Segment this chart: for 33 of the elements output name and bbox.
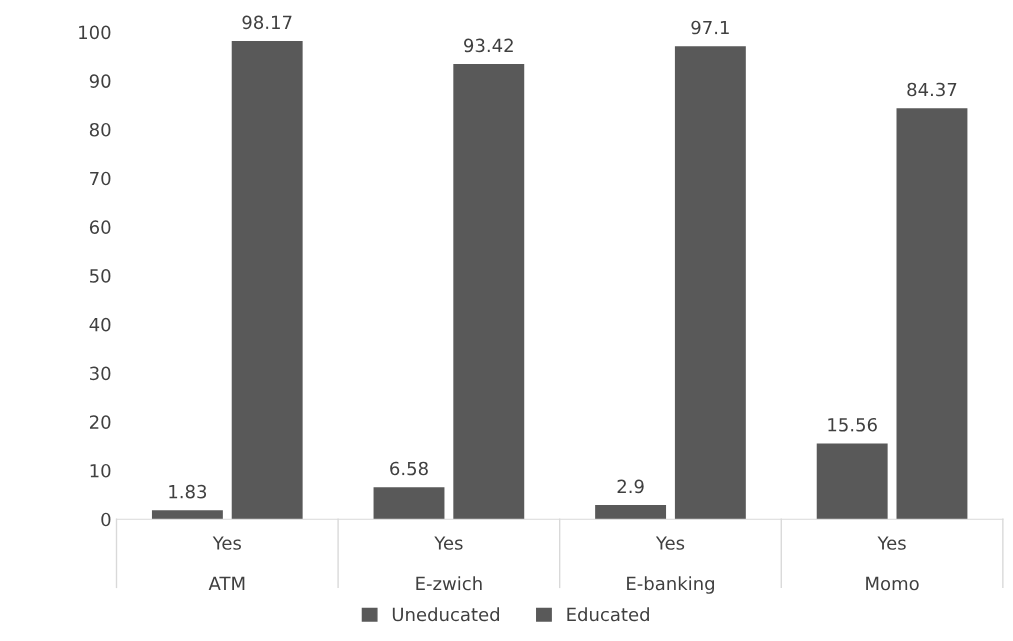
y-tick-label: 60	[89, 220, 111, 235]
y-tick-label: 70	[90, 171, 111, 186]
bar	[674, 46, 746, 520]
y-tick-label: 50	[90, 269, 111, 283]
data-label: 93.42	[464, 38, 513, 53]
bar	[231, 40, 303, 520]
data-label: 2.9	[617, 479, 644, 494]
data-label: 84.37	[907, 82, 957, 97]
y-tick-label: 30	[90, 366, 111, 381]
data-label: 98.17	[242, 15, 292, 30]
y-tick-label: 0	[101, 512, 111, 527]
y-tick-label: 100	[79, 25, 111, 40]
bar	[896, 108, 968, 520]
bar	[373, 487, 445, 520]
y-tick-label: 90	[89, 74, 111, 88]
category-label: Yes Momo	[866, 536, 919, 591]
y-tick-label: 20	[89, 415, 111, 429]
y-tick-label: 10	[90, 463, 111, 478]
bar	[453, 64, 525, 520]
data-label: 1.83	[169, 484, 207, 499]
bar	[816, 443, 888, 520]
y-tick-label: 80	[89, 122, 111, 137]
category-label: Yes E-banking	[627, 536, 714, 594]
data-label: 15.56	[828, 417, 877, 432]
bar	[595, 505, 667, 520]
bar	[151, 510, 223, 520]
y-tick-label: 40	[89, 317, 111, 332]
category-label: Yes ATM	[208, 536, 245, 591]
data-label: 6.58	[390, 461, 428, 476]
data-label: 97.1	[691, 20, 729, 35]
category-label: Yes E-zwich	[416, 536, 482, 591]
legend-label: Uneducated	[392, 607, 499, 622]
legend-label: Educated	[567, 607, 649, 622]
